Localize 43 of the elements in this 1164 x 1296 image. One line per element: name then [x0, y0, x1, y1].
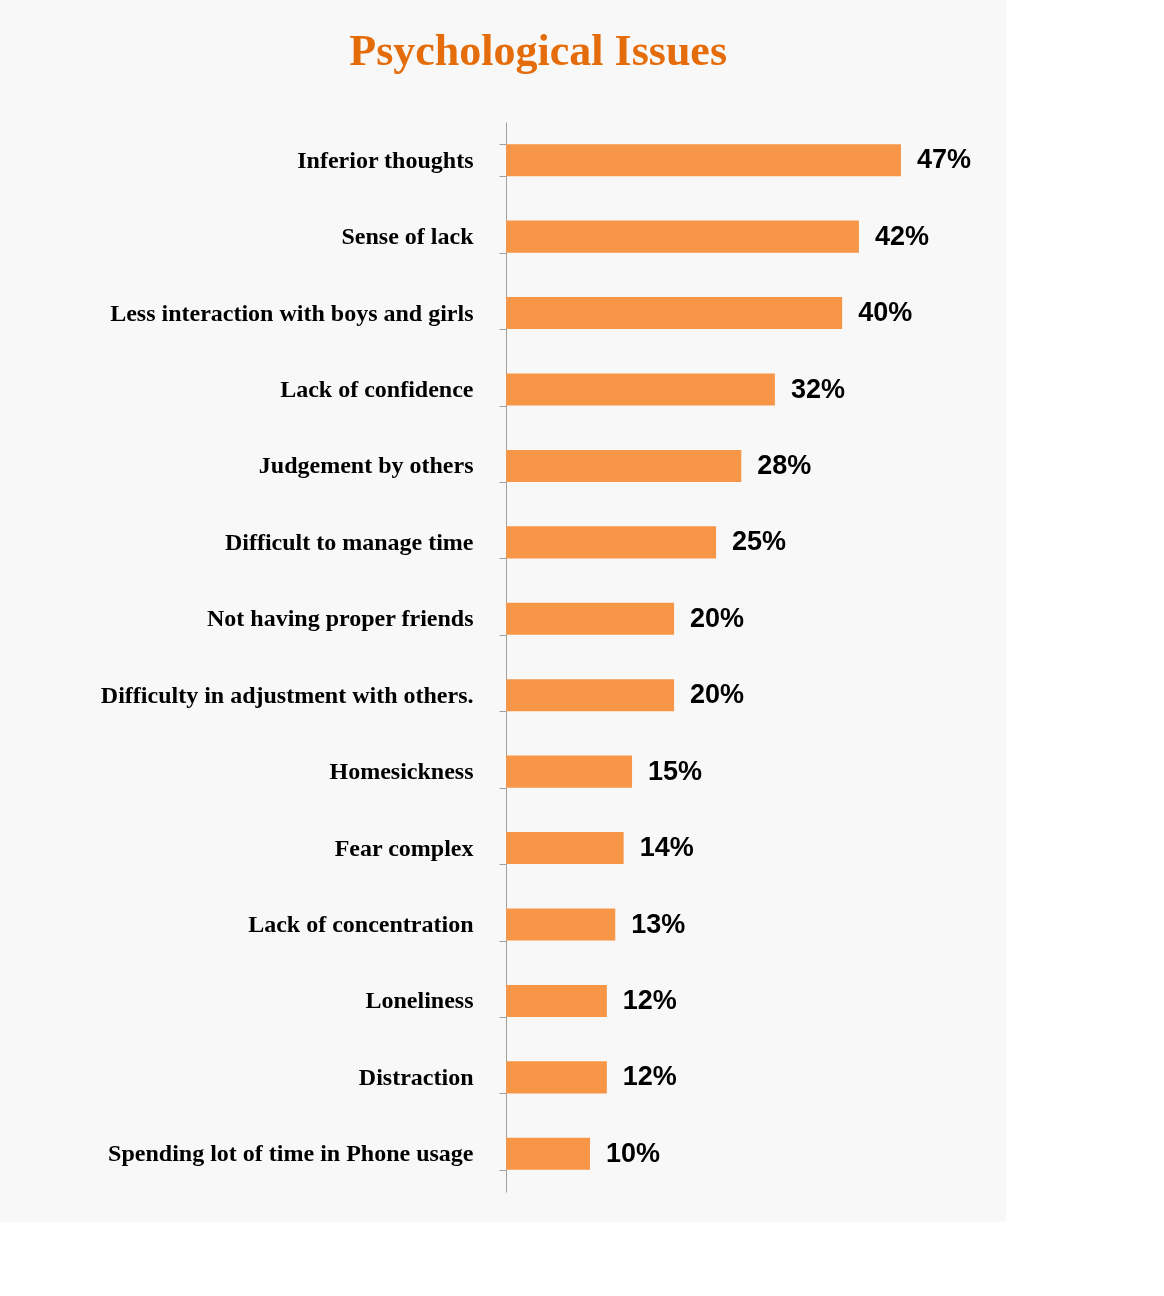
data-label: 12%	[622, 984, 677, 1015]
y-tick-label: Less interaction with boys and girls	[110, 299, 474, 326]
data-label: 20%	[690, 602, 745, 633]
data-label: 12%	[622, 1061, 677, 1092]
y-tick-label: Judgement by others	[258, 452, 474, 479]
y-tick-label: Sense of lack	[341, 223, 475, 250]
data-label: 14%	[639, 832, 694, 863]
data-label: 10%	[606, 1137, 661, 1168]
data-label: 15%	[648, 755, 703, 786]
y-tick-label: Not having proper friends	[207, 605, 474, 632]
bar	[506, 1137, 591, 1170]
data-label: 28%	[757, 449, 812, 480]
data-label: 40%	[858, 297, 913, 328]
data-label: 42%	[874, 220, 929, 251]
y-tick-label: Fear complex	[334, 834, 474, 861]
y-tick-label: Spending lot of time in Phone usage	[108, 1140, 474, 1167]
y-tick-label: Difficulty in adjustment with others.	[100, 681, 474, 708]
bar	[506, 832, 624, 865]
chart-title: Psychological Issues	[349, 26, 728, 75]
y-tick-label: Inferior thoughts	[297, 146, 474, 173]
y-tick-label: Loneliness	[365, 987, 474, 1014]
y-tick-label: Distraction	[358, 1063, 474, 1090]
data-label: 25%	[732, 526, 787, 557]
bar	[506, 449, 742, 482]
bar	[506, 373, 775, 406]
data-label: 32%	[790, 373, 845, 404]
data-label: 47%	[916, 144, 971, 175]
data-label: 20%	[690, 679, 745, 710]
bar	[506, 755, 633, 788]
bar	[506, 526, 717, 559]
y-tick-label: Homesickness	[329, 758, 474, 785]
bar	[506, 220, 859, 253]
bar	[506, 984, 607, 1017]
y-tick-label: Lack of confidence	[280, 376, 474, 402]
bar	[506, 602, 675, 635]
y-tick-label: Difficult to manage time	[224, 528, 474, 555]
bar	[506, 908, 616, 941]
bar	[506, 1061, 607, 1094]
data-label: 13%	[631, 908, 686, 939]
y-tick-label: Lack of concentration	[248, 911, 474, 937]
bar	[506, 679, 675, 712]
bar	[506, 144, 901, 177]
bar	[506, 297, 843, 330]
